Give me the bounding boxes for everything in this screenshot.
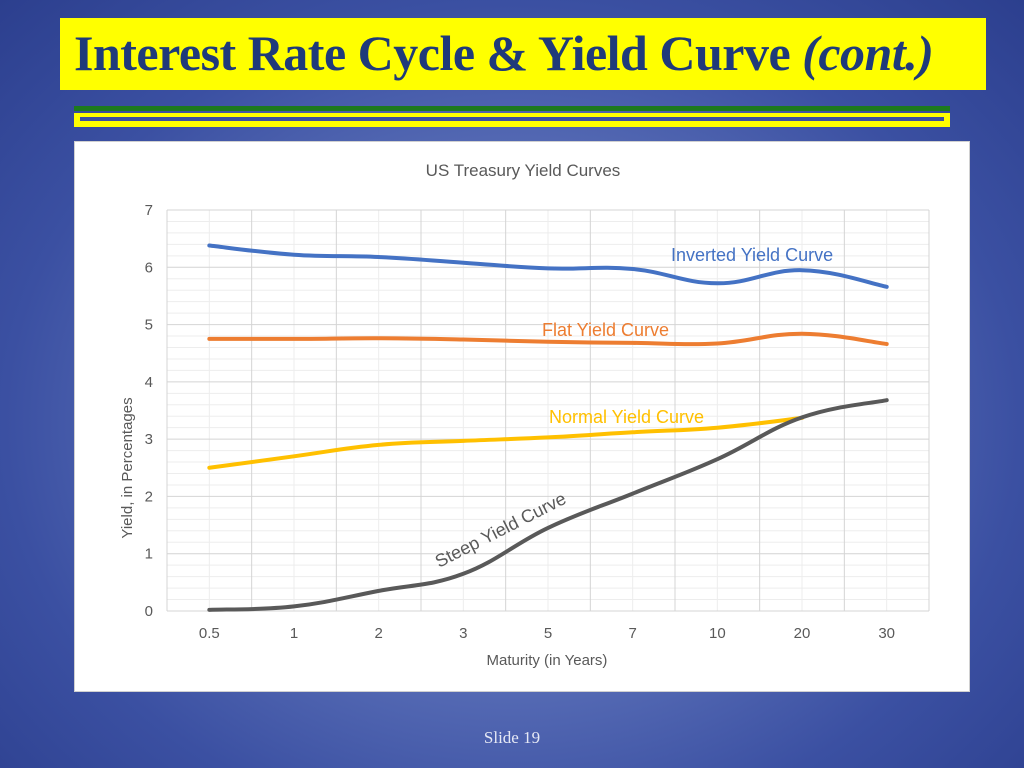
x-axis-label: Maturity (in Years) [487, 652, 608, 669]
x-tick-label: 3 [459, 625, 467, 642]
yield-curve-chart: 0 1 2 3 4 5 6 7 0.5 1 2 3 5 7 10 20 30 US Treasury Yiel… [119, 161, 930, 669]
minor-gridlines [167, 210, 929, 611]
series-label-steep: Steep Yield Curve [432, 488, 569, 571]
series-label-inverted: Inverted Yield Curve [671, 245, 833, 265]
divider-green [74, 106, 950, 111]
x-tick-labels: 0.5 1 2 3 5 7 10 20 30 [199, 625, 895, 642]
x-tick-label: 20 [794, 625, 811, 642]
x-tick-label: 5 [544, 625, 552, 642]
x-tick-label: 2 [374, 625, 382, 642]
series-label-flat: Flat Yield Curve [542, 320, 669, 340]
divider-yellow-inner [80, 117, 944, 121]
y-tick-label: 2 [145, 488, 153, 505]
y-tick-label: 1 [145, 546, 153, 563]
series-line-inverted [207, 243, 889, 289]
x-tick-label: 1 [290, 625, 298, 642]
title-main: Interest Rate Cycle & Yield Curve [74, 25, 803, 81]
y-tick-label: 4 [145, 374, 153, 391]
series-label-normal: Normal Yield Curve [549, 407, 704, 427]
y-tick-label: 3 [145, 431, 153, 448]
x-tick-label: 7 [628, 625, 636, 642]
y-tick-label: 7 [145, 202, 153, 219]
chart-title: US Treasury Yield Curves [426, 161, 621, 180]
series-line-flat [207, 331, 889, 347]
chart-panel: 0 1 2 3 4 5 6 7 0.5 1 2 3 5 7 10 20 30 US Treasury Yiel… [74, 141, 970, 692]
x-tick-label: 30 [878, 625, 895, 642]
slide-title: Interest Rate Cycle & Yield Curve (cont.… [74, 24, 934, 82]
title-box: Interest Rate Cycle & Yield Curve (cont.… [60, 18, 986, 90]
y-tick-label: 5 [145, 317, 153, 334]
slide-number: Slide 19 [483, 728, 541, 747]
y-tick-labels: 0 1 2 3 4 5 6 7 [145, 202, 153, 620]
y-axis-label: Yield, in Percentages [119, 397, 136, 538]
series-line-normal [207, 415, 804, 470]
series-lines [207, 243, 889, 612]
y-tick-label: 0 [145, 603, 153, 620]
x-tick-label: 10 [709, 625, 726, 642]
series-line-steep [207, 398, 889, 612]
x-tick-label: 0.5 [199, 625, 220, 642]
title-italic: (cont.) [802, 25, 934, 81]
y-tick-label: 6 [145, 259, 153, 276]
